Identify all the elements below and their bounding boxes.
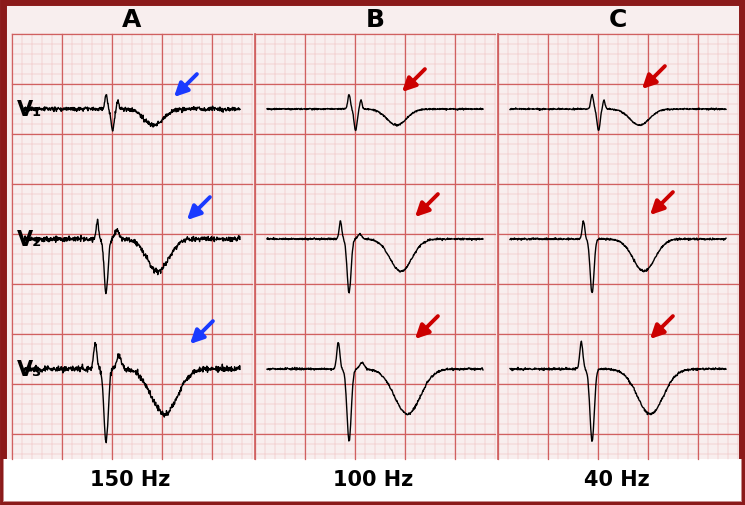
Text: C: C: [609, 8, 627, 32]
Bar: [4, 459, 741, 501]
Text: V₃: V₃: [17, 359, 42, 379]
Text: 150 Hz: 150 Hz: [90, 469, 170, 489]
Text: B: B: [366, 8, 384, 32]
Text: V₂: V₂: [17, 230, 42, 249]
Text: A: A: [122, 8, 142, 32]
Text: 40 Hz: 40 Hz: [584, 469, 650, 489]
Text: V₁: V₁: [17, 100, 42, 120]
Bar: [3, 459, 742, 502]
Text: 100 Hz: 100 Hz: [333, 469, 413, 489]
